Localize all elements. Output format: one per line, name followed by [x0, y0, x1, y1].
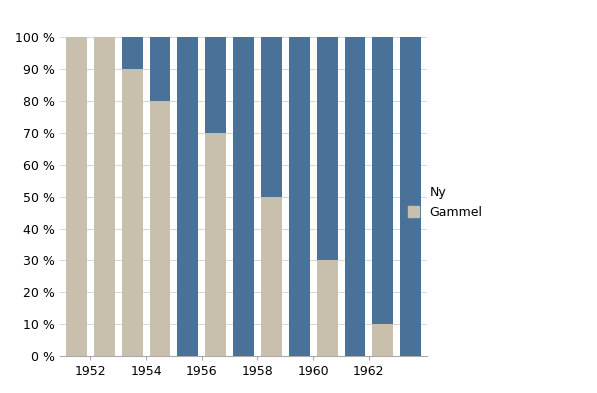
Legend: Ny, Gammel: Ny, Gammel [403, 182, 487, 224]
Bar [316, 37, 337, 261]
Bar [66, 37, 87, 356]
Bar [261, 37, 282, 197]
Bar [150, 37, 170, 101]
Bar [122, 69, 143, 356]
Bar [289, 37, 310, 356]
Bar [261, 196, 282, 356]
Bar [94, 37, 115, 356]
Bar [400, 37, 421, 356]
Bar [150, 101, 170, 356]
Bar [122, 37, 143, 69]
Bar [205, 37, 226, 133]
Bar [177, 37, 198, 356]
Bar [205, 133, 226, 356]
Bar [316, 261, 337, 356]
Bar [373, 324, 393, 356]
Bar [233, 37, 254, 356]
Bar [344, 37, 365, 356]
Bar [373, 37, 393, 324]
